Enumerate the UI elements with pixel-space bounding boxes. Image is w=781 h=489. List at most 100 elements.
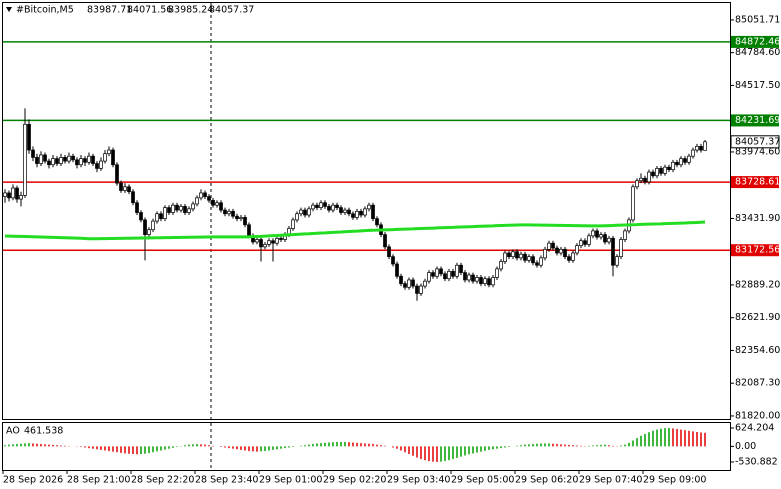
candle-body xyxy=(539,257,543,266)
candle-body xyxy=(703,141,707,151)
candle-body xyxy=(39,154,43,164)
candle-body xyxy=(155,213,159,222)
candle-body xyxy=(15,187,19,200)
candle-body xyxy=(51,158,55,166)
candle-body xyxy=(83,158,87,163)
candle-body xyxy=(119,182,123,191)
candle-body xyxy=(579,240,583,246)
candle-body xyxy=(403,283,407,288)
candle-body xyxy=(47,160,51,166)
candle-body xyxy=(19,195,23,200)
candle-body xyxy=(103,153,107,162)
candle-body xyxy=(551,242,555,249)
candle-body xyxy=(667,166,671,171)
candle-body xyxy=(643,177,647,183)
candle-body xyxy=(347,209,351,215)
candle-body xyxy=(135,202,139,213)
x-tick-label: 29 Sep 05:00 xyxy=(451,475,514,486)
candle-body xyxy=(315,204,319,208)
candle-body xyxy=(271,240,275,244)
candle-body xyxy=(215,202,219,206)
candle-body xyxy=(79,158,83,166)
moving-average xyxy=(4,220,706,241)
candle-body xyxy=(247,224,251,237)
candle-body xyxy=(63,157,67,162)
candle-body xyxy=(511,251,515,258)
candle-body xyxy=(263,244,267,248)
candle-body xyxy=(607,237,611,243)
candle-body xyxy=(483,278,487,284)
x-tick-label: 29 Sep 02:20 xyxy=(323,475,386,486)
candle-body xyxy=(535,262,539,266)
dropdown-arrow xyxy=(6,7,12,12)
candle-body xyxy=(111,149,115,166)
candle-body xyxy=(67,155,71,162)
level-label: 84872.46 xyxy=(735,36,780,47)
candle-body xyxy=(503,252,507,262)
candle-body xyxy=(415,285,419,294)
candle-body xyxy=(139,212,143,221)
x-tick-label: 28 Sep 22:20 xyxy=(131,475,194,486)
header-low: 83985.24 xyxy=(168,5,213,16)
candle-body xyxy=(123,186,127,191)
candle-body xyxy=(351,213,355,218)
y-tick-label: 82354.60 xyxy=(735,345,780,356)
candle-body xyxy=(699,146,703,151)
candle-body xyxy=(499,261,503,270)
candle-body xyxy=(599,234,603,238)
candle-body xyxy=(639,177,643,182)
candle-body xyxy=(619,239,623,258)
candle-body xyxy=(611,237,615,266)
candle-body xyxy=(687,155,691,163)
candle-body xyxy=(531,256,535,264)
candle-body xyxy=(55,158,59,164)
candle-body xyxy=(239,217,243,220)
candle-body xyxy=(387,246,391,258)
y-tick-label: 82087.30 xyxy=(735,378,780,389)
candle-body xyxy=(651,171,655,177)
indicator-name: AO xyxy=(6,426,20,437)
candle-body xyxy=(519,253,523,259)
x-tick-label: 29 Sep 09:00 xyxy=(643,475,706,486)
candle-body xyxy=(455,264,459,277)
level-tag xyxy=(731,176,779,189)
candle-body xyxy=(631,186,635,221)
main-frame xyxy=(2,2,731,420)
candle-body xyxy=(427,272,431,282)
candle-body xyxy=(279,237,283,240)
candle-body xyxy=(443,273,447,280)
candle-body xyxy=(363,208,367,216)
candle-body xyxy=(595,230,599,238)
x-tick-label: 28 Sep 2026 xyxy=(3,475,63,486)
candle-body xyxy=(3,192,7,197)
x-tick-label: 29 Sep 01:00 xyxy=(259,475,322,486)
ao-tick-label: -530.882 xyxy=(735,456,778,467)
x-tick-label: 29 Sep 06:20 xyxy=(515,475,578,486)
candle-body xyxy=(207,196,211,201)
candle-body xyxy=(555,247,559,254)
candle-body xyxy=(487,278,491,286)
candle-body xyxy=(335,204,339,208)
y-tick-label: 84517.50 xyxy=(735,80,780,91)
candle-body xyxy=(371,204,375,220)
y-tick-label: 82889.20 xyxy=(735,279,780,290)
candle-body xyxy=(195,197,199,205)
candle-body xyxy=(275,237,279,244)
candle-body xyxy=(95,163,99,169)
candle-body xyxy=(563,248,567,258)
candle-body xyxy=(75,159,79,166)
candle-body xyxy=(671,161,675,171)
candle-body xyxy=(7,192,11,199)
candle-body xyxy=(559,248,563,254)
indicator-value: 461.538 xyxy=(24,426,63,437)
candle-body xyxy=(255,239,259,243)
candle-body xyxy=(187,208,191,213)
candle-body xyxy=(583,240,587,245)
candle-body xyxy=(91,155,95,164)
candle-body xyxy=(191,203,195,210)
candle-body xyxy=(223,209,227,215)
candle-body xyxy=(431,272,435,277)
candle-body xyxy=(523,253,527,261)
candle-body xyxy=(391,256,395,265)
candle-body xyxy=(527,256,531,261)
